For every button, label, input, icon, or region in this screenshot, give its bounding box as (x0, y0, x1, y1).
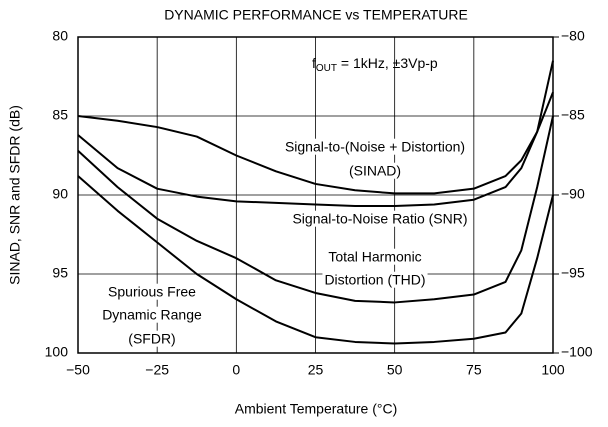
annotation: (SINAD) (349, 163, 401, 179)
annotation: Signal-to-(Noise + Distortion) (285, 139, 465, 155)
annotation-bg (346, 162, 404, 179)
series-line (77, 91, 554, 195)
annotation-bg (106, 283, 199, 300)
y-tick-label: 95 (52, 265, 68, 281)
y2-tick-label: −100 (561, 344, 593, 360)
annotation: (SFDR) (128, 331, 175, 347)
x-tick-label: 25 (308, 362, 324, 378)
y-tick-label: 85 (52, 107, 68, 123)
annotation: Distortion (THD) (324, 272, 425, 288)
x-tick-label: 0 (232, 362, 240, 378)
series-line (77, 60, 554, 208)
annotation-bg (126, 330, 178, 347)
x-tick-label: −50 (66, 362, 90, 378)
y2-tick-label: −90 (561, 186, 585, 202)
y-axis-label: SINAD, SNR and SFDR (dB) (7, 105, 23, 285)
y2-tick-label: −95 (561, 265, 585, 281)
condition-text: f (312, 55, 316, 71)
annotation: Total Harmonic (328, 249, 421, 265)
x-tick-label: −25 (145, 362, 169, 378)
x-tick-label: 75 (466, 362, 482, 378)
annotation-bg (326, 248, 424, 265)
series-line (77, 115, 554, 304)
x-axis-label: Ambient Temperature (°C) (235, 401, 398, 417)
annotation-bg (290, 210, 470, 227)
x-tick-label: 50 (387, 362, 403, 378)
y-tick-label: 90 (52, 186, 68, 202)
annotation-bg (100, 306, 205, 323)
annotation-bg (322, 271, 428, 288)
y2-tick-label: −80 (561, 28, 585, 44)
y-tick-label: 100 (45, 344, 69, 360)
y2-tick-label: −85 (561, 107, 585, 123)
condition-rest: = 1kHz, ±3Vp-p (337, 55, 438, 71)
chart-title: DYNAMIC PERFORMANCE vs TEMPERATURE (164, 7, 468, 23)
annotation-bg (282, 138, 468, 155)
annotation: Signal-to-Noise Ratio (SNR) (292, 211, 467, 227)
x-tick-label: 100 (541, 362, 565, 378)
y-tick-label: 80 (52, 28, 68, 44)
series-line (77, 175, 554, 345)
annotation: Dynamic Range (102, 307, 202, 323)
condition-sub: OUT (316, 63, 337, 74)
annotation: Spurious Free (108, 284, 196, 300)
condition: fOUT = 1kHz, ±3Vp-p (312, 55, 438, 74)
